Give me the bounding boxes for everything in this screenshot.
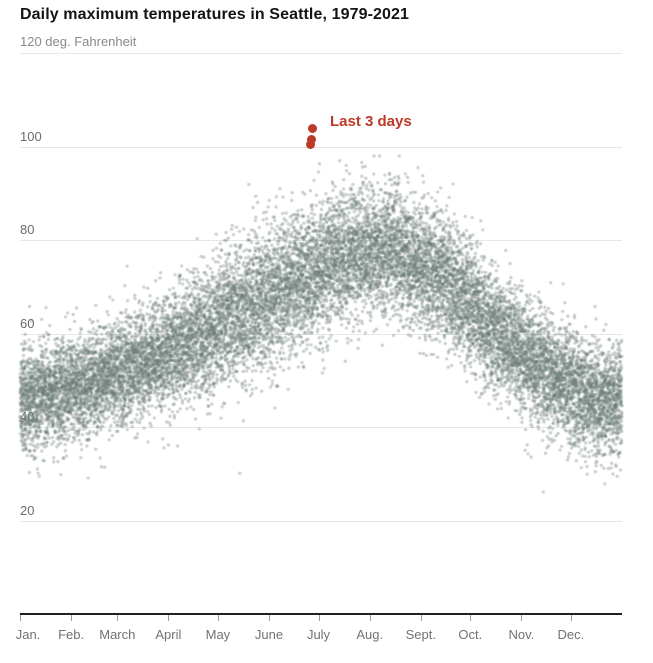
x-label-Dec: Dec. [557, 627, 585, 642]
x-tick-Aug [369, 615, 371, 621]
highlight-dot-2 [306, 134, 316, 144]
x-label-July: July [306, 627, 331, 642]
x-label-May: May [205, 627, 231, 642]
x-tick-Jan [20, 615, 21, 621]
last-3-days-annotation: Last 3 days [330, 113, 412, 130]
x-tick-July [318, 615, 320, 621]
x-label-April: April [155, 627, 182, 642]
x-label-Jan: Jan. [15, 627, 41, 642]
highlight-dot-1 [305, 140, 315, 150]
x-label-Sept: Sept. [405, 627, 436, 642]
x-tick-Feb [71, 615, 73, 621]
highlight-dot-3 [308, 123, 318, 133]
x-tick-Dec [570, 615, 572, 621]
x-tick-April [168, 615, 170, 621]
x-label-Oct: Oct. [458, 627, 483, 642]
x-label-June: June [254, 627, 284, 642]
x-label-Nov: Nov. [508, 627, 535, 642]
x-tick-Sept [420, 615, 422, 621]
x-tick-Nov [521, 615, 523, 621]
x-tick-March [117, 615, 119, 621]
x-tick-Oct [470, 615, 472, 621]
x-label-Feb: Feb. [58, 627, 85, 642]
x-label-Aug: Aug. [356, 627, 384, 642]
x-tick-June [269, 615, 270, 621]
x-tick-May [217, 615, 219, 621]
x-label-March: March [99, 627, 136, 642]
x-axis-line [20, 613, 622, 615]
